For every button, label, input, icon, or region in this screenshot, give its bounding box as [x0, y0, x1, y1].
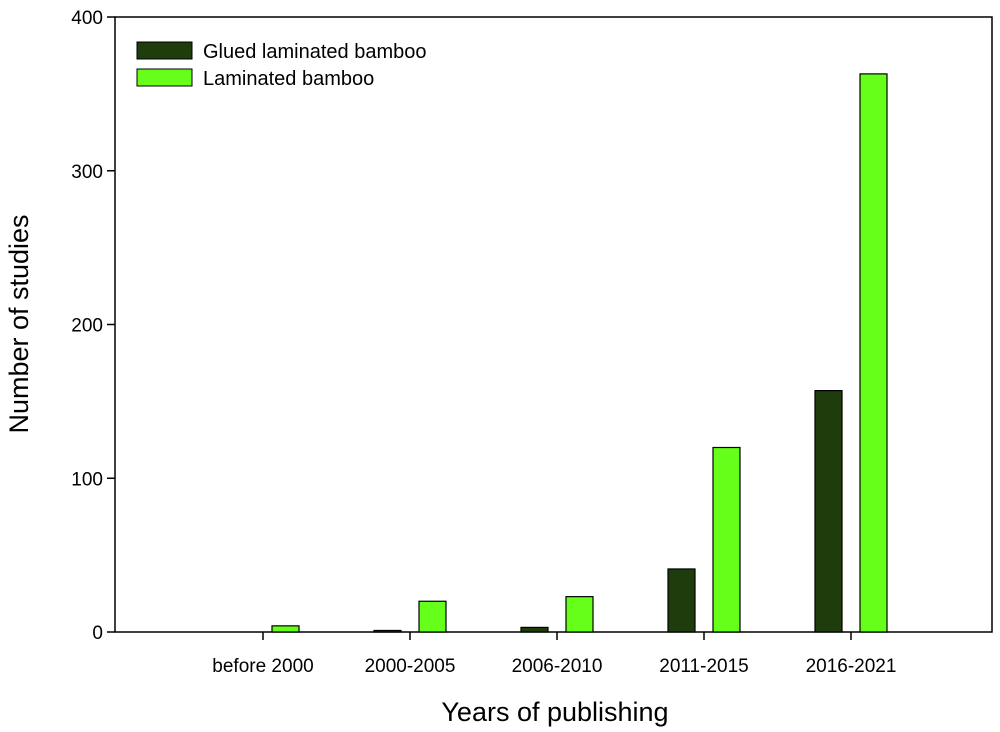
y-axis-title: Number of studies	[4, 214, 34, 433]
bar-laminated-bamboo-2011-2015	[712, 446, 741, 633]
x-tick-label-2016-2021: 2016-2021	[806, 656, 897, 677]
bar-laminated-bamboo-2000-2005	[418, 600, 447, 633]
legend-label-glued-laminated-bamboo: Glued laminated bamboo	[203, 41, 426, 63]
y-tick-label-100: 100	[71, 469, 103, 490]
bar-laminated-bamboo-2006-2010	[565, 596, 594, 633]
bar-glued-laminated-bamboo-2011-2015	[667, 568, 696, 633]
legend-swatch-laminated-bamboo	[136, 68, 193, 87]
y-axis: 0 100 200 300 400	[71, 8, 115, 644]
bar-glued-laminated-bamboo-2006-2010	[520, 626, 549, 633]
y-tick-label-300: 300	[71, 162, 103, 183]
legend-label-laminated-bamboo: Laminated bamboo	[203, 68, 374, 90]
legend: Glued laminated bamboo Laminated bamboo	[136, 41, 426, 90]
bar-glued-laminated-bamboo-2000-2005	[373, 629, 402, 633]
y-tick-label-0: 0	[92, 623, 103, 644]
bar-laminated-bamboo-2016-2021	[859, 73, 888, 633]
legend-swatch-glued-laminated-bamboo	[136, 41, 193, 60]
y-tick-label-200: 200	[71, 316, 103, 337]
x-tick-label-2011-2015: 2011-2015	[659, 656, 748, 677]
bar-glued-laminated-bamboo-2016-2021	[814, 390, 843, 633]
x-tick-label-before-2000: before 2000	[212, 656, 313, 677]
x-axis-title: Years of publishing	[441, 697, 668, 727]
x-axis: before 2000 2000-2005 2006-2010 2011-2015 20…	[212, 632, 896, 677]
bars-layer	[271, 73, 888, 633]
x-tick-label-2006-2010: 2006-2010	[512, 656, 603, 677]
x-tick-label-2000-2005: 2000-2005	[365, 656, 456, 677]
y-tick-label-400: 400	[71, 8, 103, 29]
bar-laminated-bamboo-before-2000	[271, 625, 300, 633]
